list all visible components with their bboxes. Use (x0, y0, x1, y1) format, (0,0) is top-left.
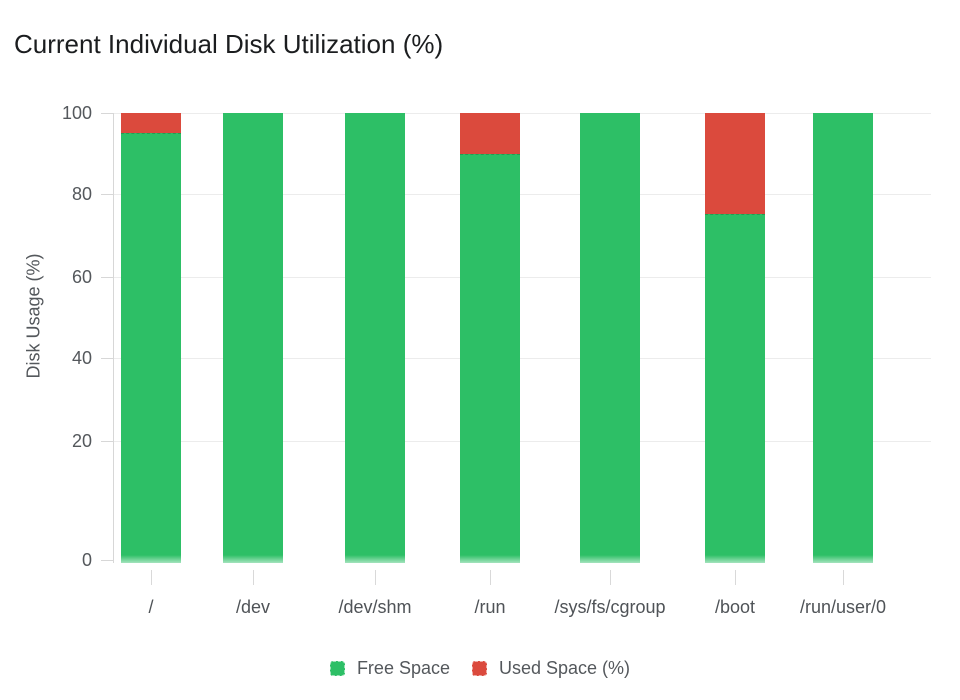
bar-segment-free[interactable] (223, 113, 283, 566)
x-axis-tick (375, 570, 376, 585)
y-axis-tick (101, 358, 113, 359)
y-gridline (114, 194, 931, 195)
y-tick-label: 40 (71, 348, 92, 368)
bar-column[interactable] (345, 113, 405, 566)
x-axis-tick (843, 570, 844, 585)
legend-item[interactable]: Free Space (329, 657, 450, 679)
bar-column[interactable] (705, 113, 765, 566)
chart-legend: Free Space Used Space (%) (0, 654, 960, 682)
legend-swatch (472, 660, 487, 676)
y-tick-label: 80 (71, 184, 92, 204)
bar-segment-free[interactable] (705, 214, 765, 566)
y-axis-tick (101, 113, 113, 114)
x-axis-tick (253, 570, 254, 585)
legend-item[interactable]: Used Space (%) (472, 658, 630, 679)
bar-column[interactable] (223, 113, 283, 566)
y-tick-label: 100 (61, 103, 92, 123)
bar-segment-free[interactable] (813, 113, 873, 566)
y-tick-label: 0 (81, 550, 92, 570)
chart-title: Current Individual Disk Utilization (%) (14, 29, 444, 59)
y-gridline (114, 277, 931, 278)
x-axis-category-label: /sys/fs/cgroup (554, 597, 666, 617)
bar-segment-free[interactable] (580, 113, 640, 566)
x-axis-tick (610, 570, 611, 585)
x-axis-category-label: /boot (714, 597, 756, 617)
x-axis-category-label: /run/user/0 (799, 597, 887, 617)
y-axis-line (113, 113, 114, 563)
bar-segment-free[interactable] (345, 113, 405, 566)
bar-segment-free[interactable] (460, 153, 520, 566)
y-tick-label: 60 (71, 267, 92, 287)
bar-segment-used[interactable] (460, 113, 520, 154)
x-axis-category-label: /dev (235, 597, 271, 617)
y-gridline (114, 358, 931, 359)
y-axis-tick (101, 194, 113, 195)
bar-segment-used[interactable] (121, 113, 181, 134)
x-axis-category-label: /run (474, 597, 506, 617)
x-axis-category-label: / (148, 597, 154, 617)
y-axis-tick (101, 441, 113, 442)
bar-column[interactable] (121, 113, 181, 566)
x-axis-category-label: /dev/shm (338, 597, 412, 617)
bar-column[interactable] (460, 113, 520, 566)
y-axis-tick (101, 560, 113, 561)
bar-segment-used[interactable] (705, 113, 765, 215)
legend-label: Free Space (356, 657, 450, 678)
x-axis-tick (151, 570, 152, 585)
x-axis-tick (490, 570, 491, 585)
bar-segment-free[interactable] (121, 133, 181, 566)
plot-area: 100 80 60 40 20 0 / /dev/dev/shm/run/sys/fs/cgr… (62, 103, 931, 617)
y-tick-label: 20 (71, 431, 92, 451)
bar-column[interactable] (813, 113, 873, 566)
legend-swatch (329, 660, 345, 676)
y-gridline (114, 441, 931, 442)
y-gridline (114, 113, 931, 114)
legend-label: Used Space (%) (499, 657, 631, 678)
bar-column[interactable] (580, 113, 640, 566)
x-axis-tick (735, 570, 736, 585)
y-axis-tick (101, 277, 113, 278)
